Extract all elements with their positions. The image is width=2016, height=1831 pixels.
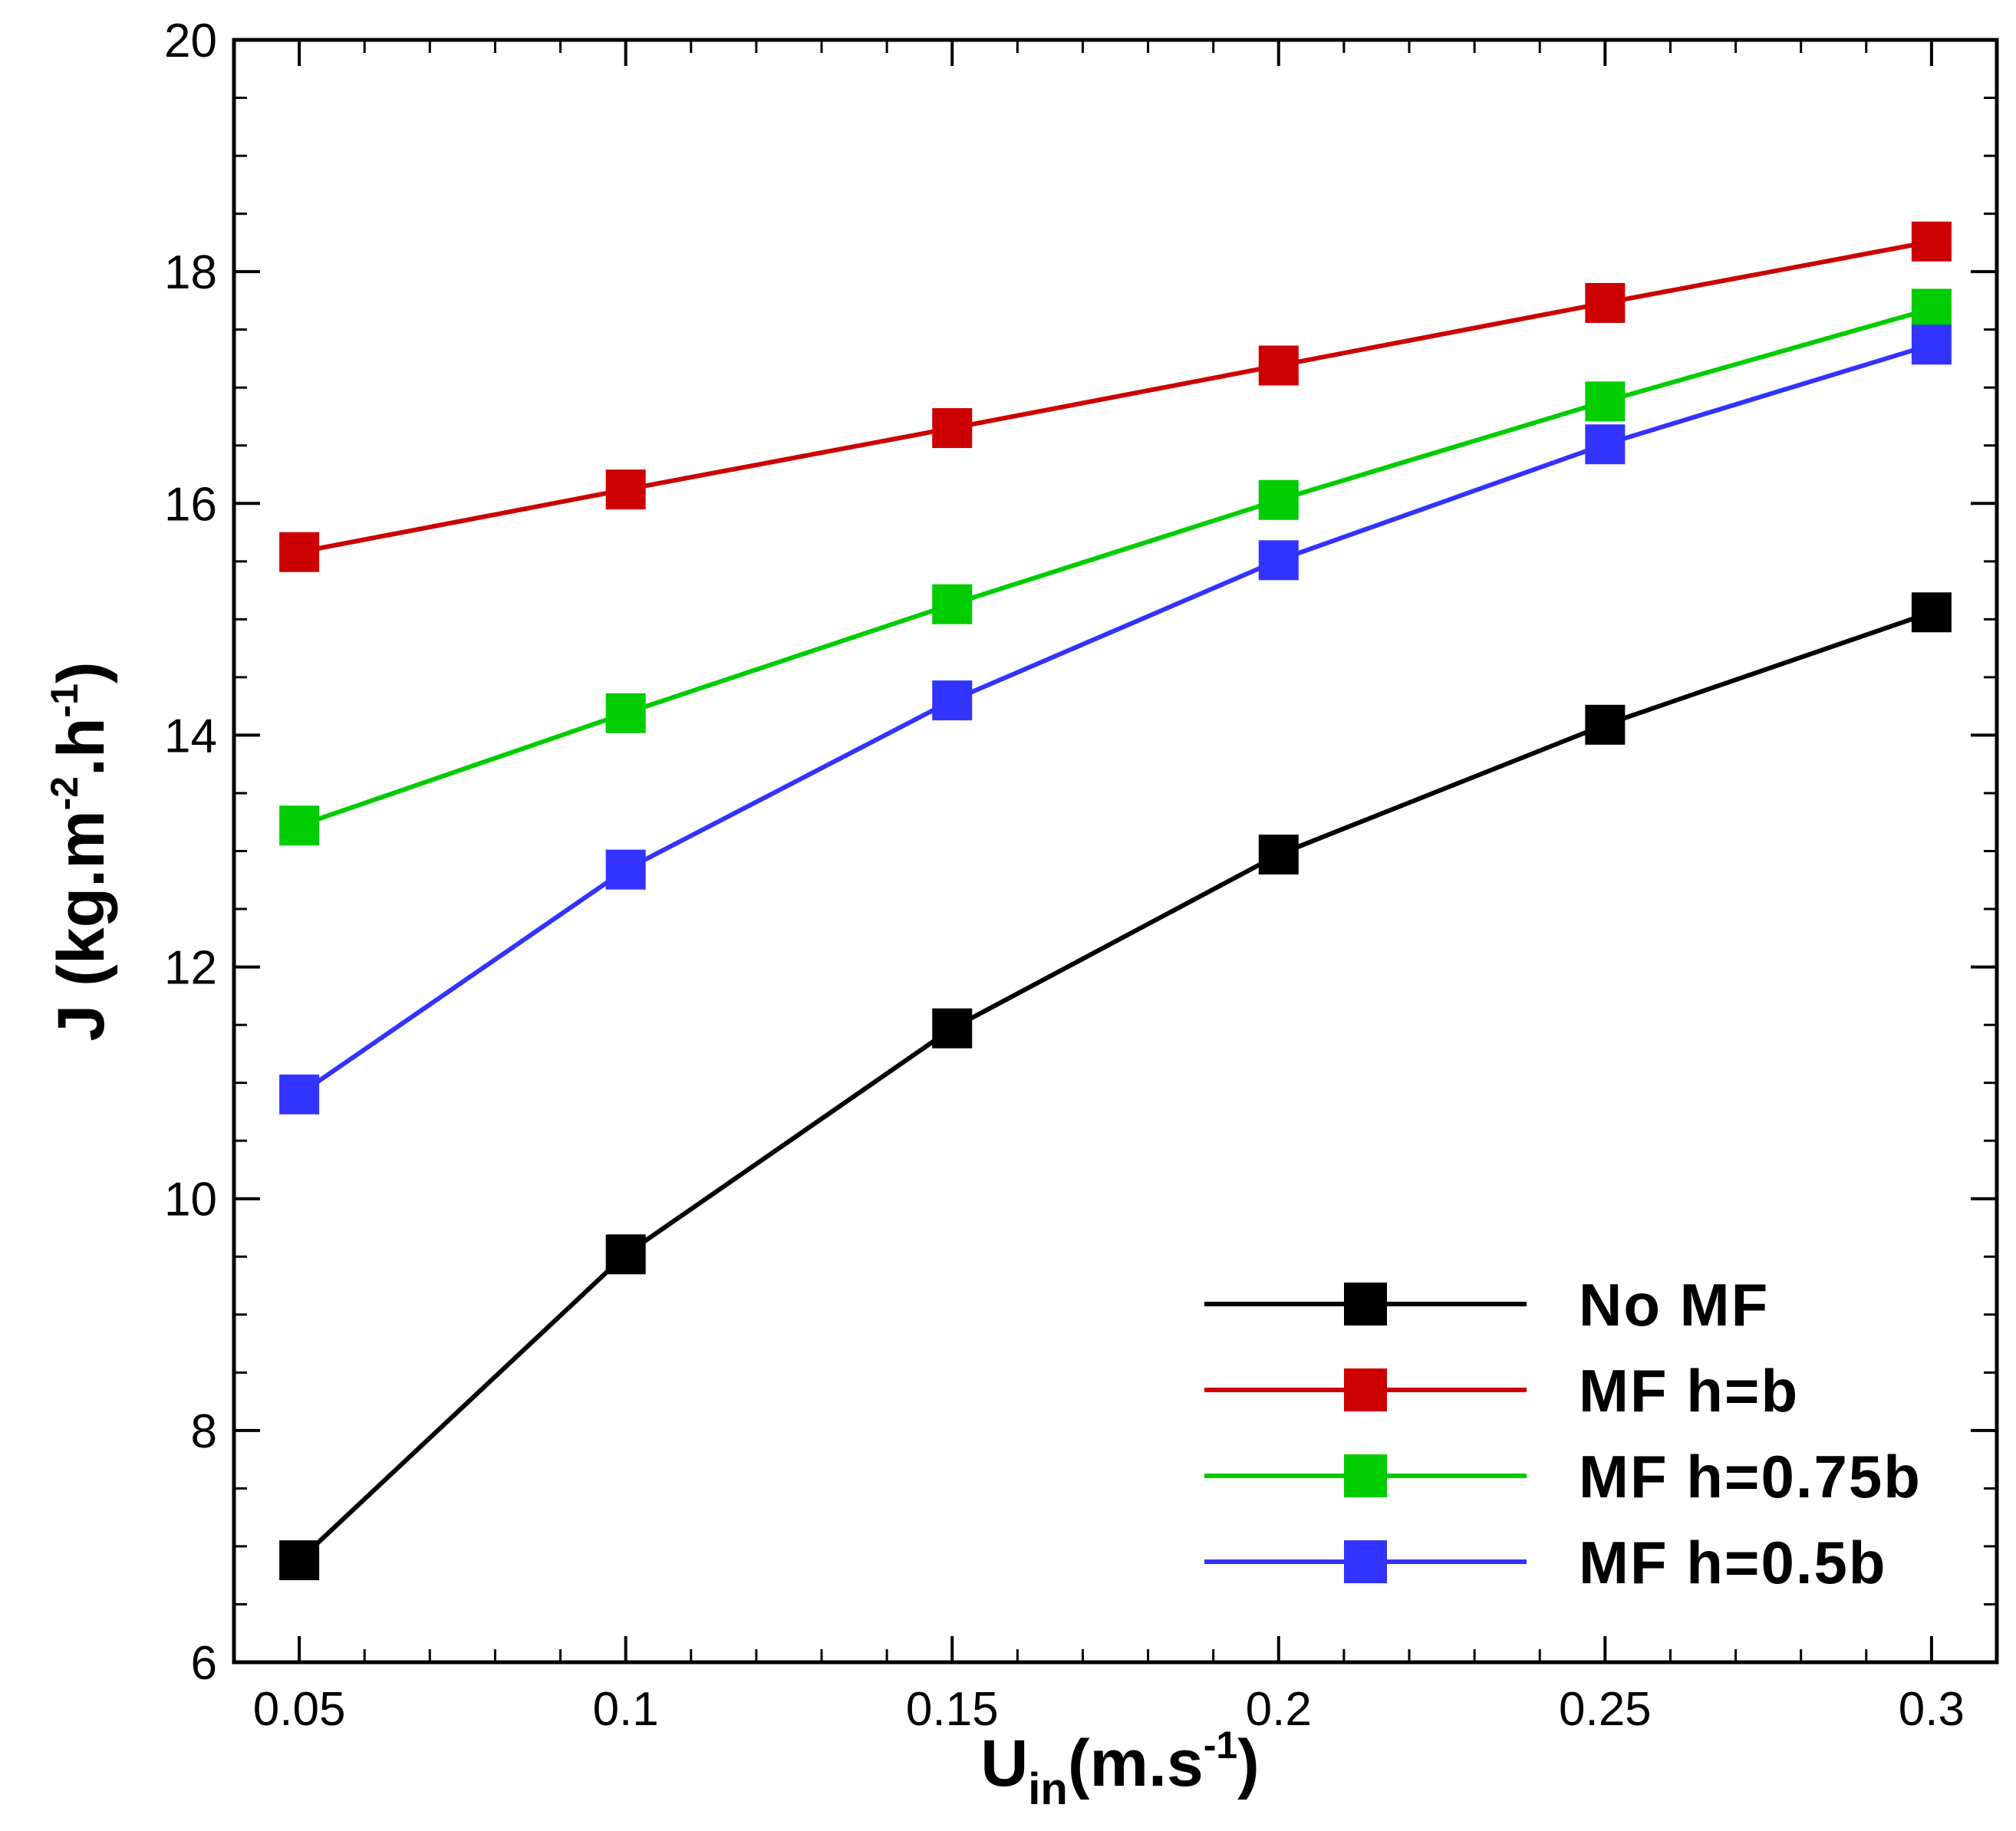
x-tick-label: 0.25 [1559, 1683, 1652, 1736]
series-markers [279, 221, 1952, 1581]
y-tick-label: 10 [164, 1174, 217, 1227]
data-point-mf-h-b [1585, 282, 1626, 323]
y-axis-title: J (kg.m-2.h-1) [43, 661, 118, 1041]
data-point-mf-h-b [279, 532, 320, 572]
data-point-mf-h-0-5b [1258, 540, 1299, 581]
x-tick-label: 0.05 [253, 1683, 346, 1736]
legend-marker-no-mf [1344, 1283, 1387, 1325]
y-tick-label: 18 [164, 246, 217, 299]
y-tick-label: 12 [164, 942, 217, 995]
axis-tick-labels: 0.05 0.1 0.15 0.2 0.25 0.3 6 8 10 12 14 16 18 20 [164, 15, 1965, 1736]
data-point-mf-h-0-5b [932, 680, 973, 721]
x-tick-label: 0.2 [1246, 1683, 1312, 1736]
data-point-mf-h-b [1911, 221, 1952, 262]
legend-label-mf-h-0-75b: MF h=0.75b [1579, 1443, 1922, 1510]
data-point-mf-h-0-75b [1911, 288, 1952, 329]
data-point-mf-h-0-5b [1911, 324, 1952, 365]
data-point-mf-h-0-5b [279, 1074, 320, 1115]
x-axis-title-unit: (m.s [1068, 1727, 1204, 1800]
x-axis-title-superscript: -1 [1204, 1724, 1237, 1767]
y-tick-label: 16 [164, 478, 217, 531]
data-point-mf-h-b [605, 469, 646, 510]
legend-marker-mf-h-0-5b [1344, 1540, 1387, 1583]
data-point-mf-h-0-5b [1585, 424, 1626, 465]
x-tick-label: 0.3 [1899, 1683, 1965, 1736]
data-point-no-mf [605, 1234, 646, 1275]
data-point-mf-h-b [1258, 345, 1299, 386]
y-tick-label: 6 [191, 1637, 217, 1690]
x-axis-title-close: ) [1237, 1727, 1260, 1800]
data-point-mf-h-b [932, 408, 973, 449]
legend-label-mf-h-b: MF h=b [1579, 1357, 1799, 1424]
legend: No MF MF h=b MF h=0.75b MF h=0.5b [1204, 1271, 1922, 1596]
legend-label-no-mf: No MF [1579, 1271, 1769, 1339]
legend-item-mf-h-0-5b: MF h=0.5b [1204, 1529, 1887, 1596]
data-point-no-mf [932, 1008, 973, 1049]
series-line-no-mf [298, 610, 1932, 1563]
series-line-mf-h-b [298, 239, 1932, 555]
legend-item-mf-h-b: MF h=b [1204, 1357, 1799, 1424]
data-point-no-mf [279, 1540, 320, 1581]
data-point-mf-h-0-75b [1258, 479, 1299, 520]
y-axis-title-middle: .h [44, 718, 118, 776]
legend-item-mf-h-0-75b: MF h=0.75b [1204, 1443, 1922, 1510]
data-point-no-mf [1258, 835, 1299, 875]
y-tick-label: 8 [191, 1405, 217, 1458]
legend-marker-mf-h-b [1344, 1368, 1387, 1411]
series-line-mf-h-0-5b [298, 342, 1932, 1097]
data-point-mf-h-0-75b [279, 805, 320, 846]
data-point-mf-h-0-75b [932, 584, 973, 624]
y-axis-title-close: ) [44, 661, 118, 683]
plot-area-frame [232, 38, 1999, 1665]
legend-label-mf-h-0-5b: MF h=0.5b [1579, 1529, 1887, 1596]
y-axis-title-superscript-2: -1 [43, 683, 86, 717]
series-line-mf-h-0-75b [298, 306, 1932, 828]
x-tick-label: 0.15 [906, 1683, 999, 1736]
data-point-mf-h-0-75b [605, 693, 646, 733]
series-lines [298, 239, 1932, 1563]
x-axis-title-subscript: in [1028, 1764, 1068, 1814]
y-axis-title-main: J (kg.m [44, 810, 118, 1041]
axis-ticks [234, 38, 1997, 1664]
legend-marker-mf-h-0-75b [1344, 1454, 1387, 1497]
legend-item-no-mf: No MF [1204, 1271, 1769, 1339]
y-axis-title-superscript-1: -2 [43, 776, 86, 810]
data-point-mf-h-0-5b [605, 849, 646, 890]
x-axis-title: Uin(m.s-1) [980, 1724, 1260, 1814]
x-axis-title-main: U [980, 1727, 1028, 1800]
x-tick-label: 0.1 [593, 1683, 659, 1736]
y-tick-label: 14 [164, 710, 217, 762]
data-point-mf-h-0-75b [1585, 381, 1626, 422]
data-point-no-mf [1585, 704, 1626, 745]
y-tick-label: 20 [164, 15, 217, 68]
data-point-no-mf [1911, 592, 1952, 633]
